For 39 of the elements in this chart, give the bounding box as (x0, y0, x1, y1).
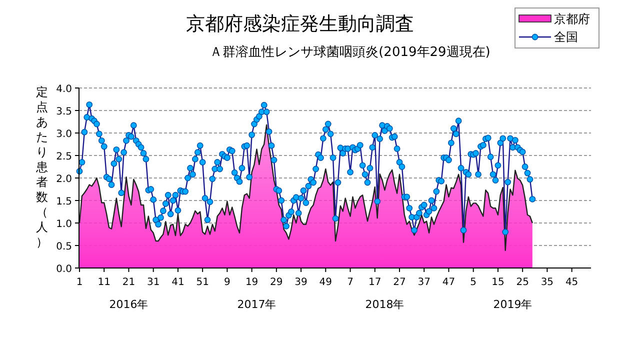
chart-subtitle: Ａ群溶血性レンサ球菌咽頭炎(2019年29週現在) (210, 44, 490, 60)
x-tick-label: 7 (347, 277, 354, 288)
x-tick-label: 17 (368, 277, 382, 288)
x-tick-label: 9 (224, 277, 230, 288)
text: 定点あたり患者数（人） (36, 85, 48, 249)
text: 2017年 (237, 298, 276, 311)
x-tick-label: 51 (196, 277, 209, 288)
y-tick-label: 3.5 (56, 106, 72, 118)
legend-label: 全国 (554, 30, 578, 44)
x-tick-label: 41 (172, 277, 184, 288)
chart-title: 京都府感染症発生動向調査 (186, 13, 414, 35)
y-tick-label: 4.0 (56, 84, 72, 95)
x-tick-label: 47 (442, 277, 456, 288)
x-tick-label: 25 (516, 277, 529, 288)
x-tick-label: 15 (492, 277, 504, 288)
y-tick-label: 0.5 (56, 242, 72, 252)
x-tick-label: 35 (540, 277, 554, 288)
y-tick-label: 1.0 (56, 219, 72, 230)
text: 2016年 (109, 298, 148, 311)
x-tick-label: 37 (418, 277, 430, 288)
text: 2018年 (365, 298, 404, 311)
y-tick-label: 2.0 (56, 174, 72, 185)
x-tick-label: 31 (146, 277, 160, 288)
x-tick-label: 21 (122, 277, 136, 288)
y-tick-label: 0.0 (56, 264, 72, 275)
x-tick-label: 11 (98, 277, 110, 288)
x-tick-label: 19 (245, 277, 258, 288)
x-tick-label: 45 (565, 277, 578, 288)
x-tick-label: 29 (270, 277, 283, 288)
x-tick-label: 49 (319, 277, 332, 288)
x-tick-label: 1 (76, 277, 83, 288)
y-tick-label: 1.5 (56, 196, 72, 208)
x-tick-label: 27 (393, 277, 406, 288)
legend-label: 京都府 (554, 12, 590, 26)
y-tick-label: 2.5 (56, 152, 72, 162)
text: 2019年 (493, 298, 532, 311)
x-tick-label: 39 (294, 277, 308, 288)
x-tick-label: 5 (470, 277, 477, 288)
y-tick-label: 3.0 (56, 129, 72, 140)
